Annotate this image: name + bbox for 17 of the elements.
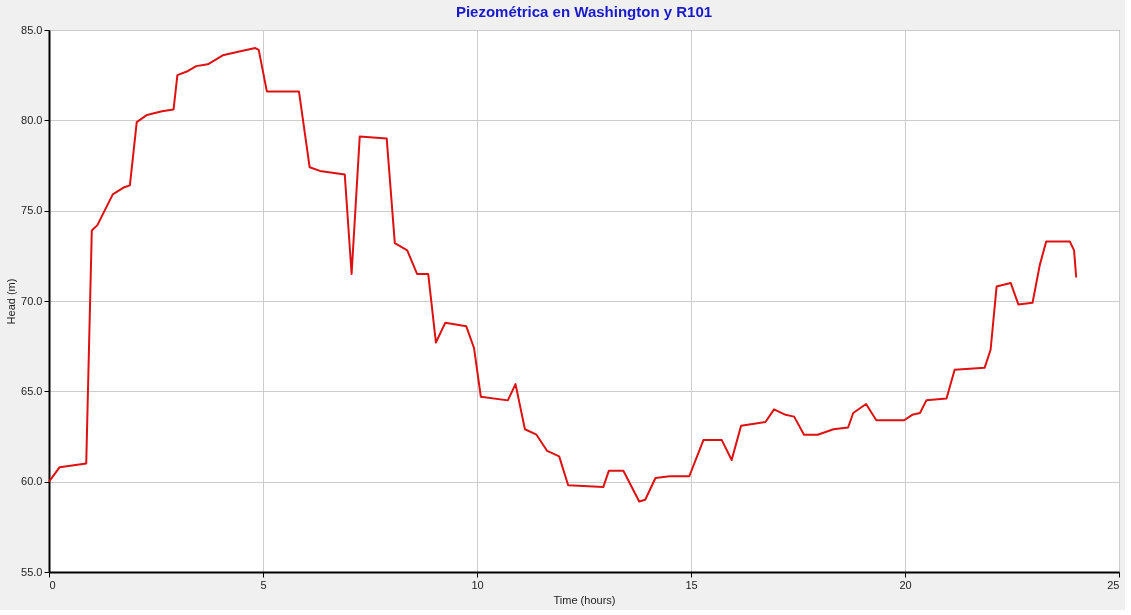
y-axis-title: Head (m) <box>5 278 18 325</box>
y-tick-label: 75.0 <box>21 204 43 217</box>
x-tick-label: 10 <box>471 578 484 591</box>
y-tick-label: 60.0 <box>21 475 43 488</box>
y-tick-label: 65.0 <box>21 384 43 397</box>
y-tick-label: 55.0 <box>21 565 43 578</box>
x-tick-label: 15 <box>685 578 698 591</box>
line-series <box>48 47 1078 503</box>
y-tick-label: 70.0 <box>21 294 43 307</box>
chart-title: Piezométrica en Washington y R101 <box>455 3 713 20</box>
x-tick-label: 5 <box>260 578 267 591</box>
x-tick-label: 0 <box>49 578 56 591</box>
y-tick-label: 85.0 <box>21 23 43 36</box>
x-tick-label: 20 <box>899 578 912 591</box>
y-tick-label: 80.0 <box>21 113 43 126</box>
x-axis-title: Time (hours) <box>553 593 616 606</box>
x-tick-label: 25 <box>1107 578 1120 591</box>
